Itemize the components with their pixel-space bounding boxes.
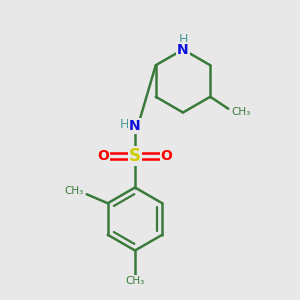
- Text: N: N: [129, 119, 141, 133]
- Text: H: H: [178, 33, 188, 46]
- Text: CH₃: CH₃: [231, 107, 250, 117]
- Text: N: N: [177, 43, 189, 56]
- Text: H: H: [120, 118, 129, 131]
- Text: CH₃: CH₃: [64, 186, 84, 196]
- Text: O: O: [160, 149, 172, 163]
- Text: S: S: [129, 147, 141, 165]
- Text: CH₃: CH₃: [125, 275, 145, 286]
- Text: O: O: [98, 149, 110, 163]
